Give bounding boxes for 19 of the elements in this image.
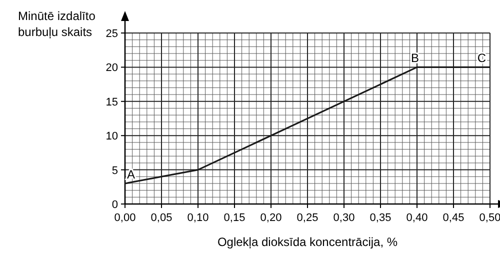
y-tick-label: 0 <box>112 199 118 211</box>
x-axis-title: Oglekļa dioksīda koncentrācija, % <box>217 235 398 249</box>
x-tick-label: 0,05 <box>150 212 172 224</box>
x-tick-label: 0,50 <box>479 212 500 224</box>
x-tick-label: 0,30 <box>333 212 355 224</box>
x-tick-label: 0,10 <box>187 212 209 224</box>
y-tick-label: 20 <box>106 62 118 74</box>
x-tick-label: 0,40 <box>406 212 428 224</box>
y-tick-label: 25 <box>106 28 118 40</box>
x-tick-label: 0,25 <box>296 212 318 224</box>
x-tick-label: 0,15 <box>224 212 246 224</box>
x-tick-label: 0,00 <box>114 212 136 224</box>
y-axis-title: Minūtē izdalīto burbuļu skaits <box>18 9 96 39</box>
x-tick-label: 0,20 <box>260 212 282 224</box>
y-tick-label: 10 <box>106 130 118 143</box>
y-tick-label: 15 <box>106 96 118 108</box>
x-tick-label: 0,45 <box>442 212 464 224</box>
y-tick-label: 5 <box>112 164 118 177</box>
x-tick-label: 0,35 <box>370 212 392 224</box>
